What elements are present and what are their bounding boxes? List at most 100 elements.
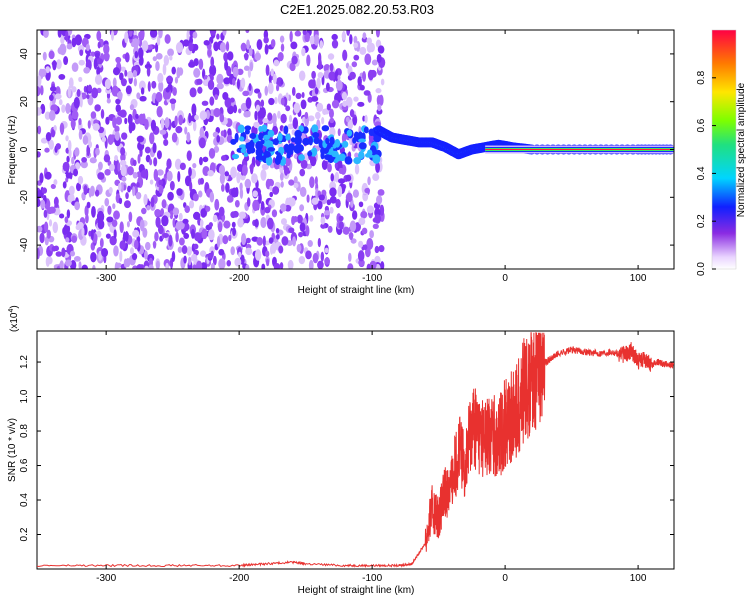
noise-blob (315, 187, 319, 200)
band-blob (373, 134, 382, 143)
noise-blob (235, 187, 239, 198)
noise-blob (71, 62, 79, 73)
noise-blob (37, 151, 41, 158)
noise-blob (78, 261, 82, 269)
noise-blob (124, 117, 128, 125)
noise-blob (96, 210, 105, 223)
noise-blob (274, 96, 278, 105)
noise-blob (124, 52, 130, 63)
noise-blob (156, 106, 163, 118)
noise-blob (82, 135, 89, 145)
y-tick-label: -20 (19, 190, 30, 205)
noise-blob (352, 116, 357, 126)
noise-blob (128, 30, 133, 37)
noise-blob (369, 230, 374, 239)
noise-blob (290, 41, 298, 50)
noise-blob (314, 87, 319, 95)
noise-blob (67, 139, 72, 152)
noise-blob (42, 51, 47, 61)
noise-blob (120, 146, 126, 156)
noise-blob (213, 145, 220, 153)
noise-blob (209, 30, 217, 36)
noise-blob (97, 172, 105, 180)
noise-blob (337, 74, 341, 81)
noise-blob (380, 78, 385, 86)
noise-blob (59, 260, 64, 269)
band-blob (308, 135, 314, 146)
x-tick-label: -200 (229, 573, 249, 584)
noise-blob (371, 59, 378, 66)
noise-blob (127, 113, 133, 125)
noise-blob (219, 113, 225, 123)
noise-blob (349, 220, 357, 233)
noise-blob (172, 87, 177, 96)
noise-blob (115, 116, 123, 126)
noise-blob (189, 181, 193, 193)
noise-blob (53, 125, 57, 132)
noise-blob (167, 48, 174, 57)
noise-blob (44, 171, 52, 180)
noise-blob (377, 45, 385, 54)
noise-blob (111, 219, 118, 227)
noise-blob (313, 34, 320, 46)
noise-blob (352, 189, 359, 198)
noise-blob (216, 33, 220, 40)
noise-blob (325, 82, 330, 92)
noise-blob (306, 194, 310, 203)
noise-blob (66, 155, 70, 163)
noise-blob (375, 88, 382, 94)
noise-blob (132, 229, 140, 238)
band-blob (245, 142, 250, 150)
noise-blob (329, 117, 335, 124)
noise-blob (135, 191, 142, 200)
noise-blob (144, 146, 151, 154)
noise-blob (331, 99, 340, 109)
noise-blob (160, 208, 165, 216)
noise-blob (214, 198, 220, 211)
noise-blob (338, 215, 344, 222)
band-blob (372, 154, 381, 164)
noise-blob (174, 158, 182, 170)
noise-blob (44, 147, 50, 153)
noise-blob (277, 52, 284, 62)
noise-blob (291, 86, 296, 96)
noise-blob (61, 247, 66, 258)
noise-blob (154, 231, 159, 242)
noise-blob (70, 250, 76, 257)
noise-blob (376, 195, 383, 205)
noise-blob (231, 221, 236, 228)
band-blob (258, 132, 264, 141)
noise-blob (189, 87, 197, 98)
noise-blob (230, 166, 237, 179)
noise-blob (169, 210, 174, 220)
noise-blob (163, 54, 170, 66)
noise-blob (70, 118, 76, 129)
noise-blob (92, 123, 100, 131)
band-blob (256, 149, 263, 158)
noise-blob (123, 200, 131, 209)
noise-blob (245, 97, 252, 109)
noise-blob (101, 136, 107, 143)
noise-blob (76, 221, 84, 230)
noise-blob (237, 217, 244, 228)
x-tick-label: -100 (362, 573, 382, 584)
band-blob (248, 146, 256, 154)
noise-blob (354, 163, 360, 175)
noise-blob (376, 95, 381, 107)
noise-blob (126, 70, 135, 79)
noise-blob (362, 32, 367, 40)
y-tick-label: 1.0 (19, 389, 30, 403)
noise-blob (372, 173, 380, 181)
noise-blob (161, 215, 169, 227)
noise-blob (254, 52, 262, 61)
noise-blob (52, 59, 57, 71)
noise-blob (216, 134, 221, 143)
noise-blob (94, 52, 100, 59)
band-blob (296, 144, 304, 152)
noise-blob (261, 263, 266, 269)
noise-blob (280, 79, 284, 85)
noise-blob (118, 182, 122, 192)
noise-blob (255, 104, 261, 112)
noise-blob (172, 217, 176, 228)
noise-blob (110, 30, 115, 41)
